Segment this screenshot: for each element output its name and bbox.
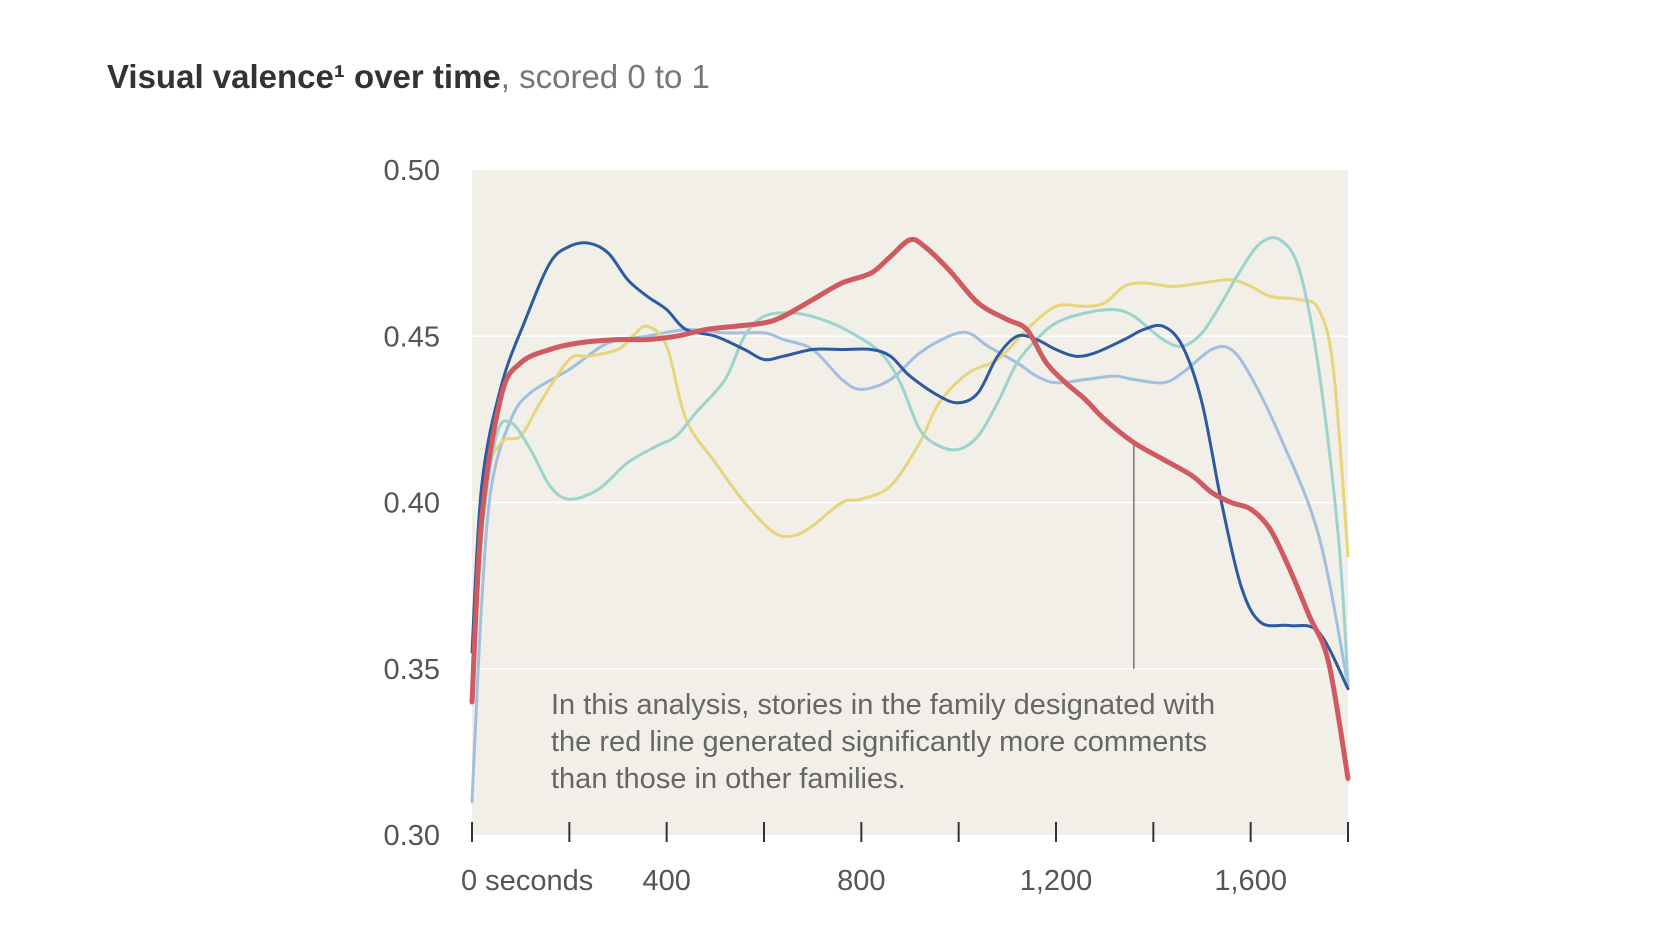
y-axis-labels: 0.50 0.45 0.40 0.35 0.30 [384, 155, 440, 852]
series-line-2 [470, 278, 1350, 671]
x-tick-label: 1,200 [1020, 865, 1093, 897]
y-tick-label: 0.40 [384, 488, 440, 520]
y-tick-label: 0.45 [384, 321, 440, 353]
annotation-text-line: In this analysis, stories in the family … [551, 689, 1215, 721]
series-lines [469, 236, 1351, 804]
y-tick-label: 0.50 [384, 155, 440, 187]
chart-title-main: Visual valence¹ over time [107, 58, 501, 95]
series-line-4 [470, 241, 1350, 691]
chart-title: Visual valence¹ over time, scored 0 to 1 [107, 58, 710, 96]
series-line-3 [470, 236, 1350, 704]
annotation-text-line: than those in other families. [551, 763, 906, 795]
annotation: In this analysis, stories in the family … [551, 442, 1215, 795]
x-tick-label: 400 [642, 865, 690, 897]
y-tick-label: 0.35 [384, 654, 440, 686]
x-tick-label: 800 [837, 865, 885, 897]
x-axis: 0 seconds 400 800 1,200 1,600 [461, 822, 1349, 897]
x-tick-label: 1,600 [1214, 865, 1287, 897]
chart-title-subtitle: , scored 0 to 1 [500, 58, 710, 95]
y-tick-label: 0.30 [384, 820, 440, 852]
x-tick-label: 0 seconds [461, 865, 593, 897]
series-line-5 [469, 236, 1351, 781]
annotation-text-line: the red line generated significantly mor… [551, 726, 1207, 758]
gridlines [472, 335, 1348, 670]
series-line-1 [470, 328, 1350, 804]
